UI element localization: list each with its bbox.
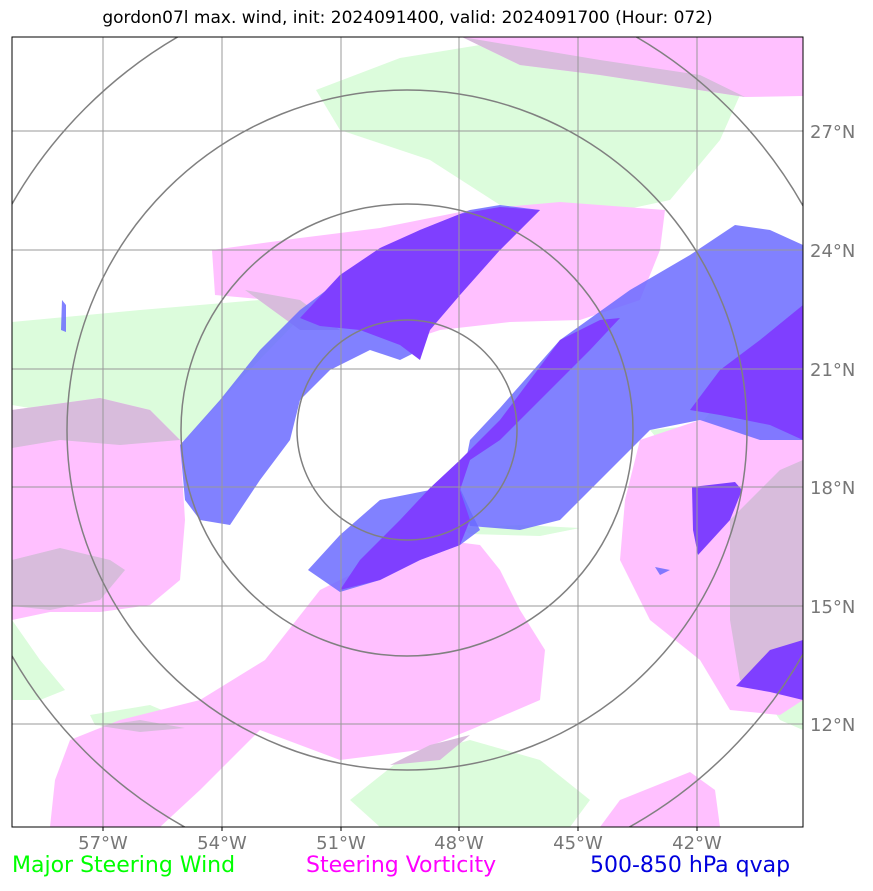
qvap-strong-layer [300,207,803,700]
qvap-patch-east-small [655,567,670,575]
map-layers [12,37,803,827]
lat-label-15n: 15°N [810,597,855,618]
qvap-strong-north [300,207,540,360]
lon-label-54w: 54°W [197,833,247,854]
lat-label-21n: 21°N [810,360,855,381]
vorticity-region-southeast [600,772,720,827]
qvap-strong-center [340,318,620,590]
lon-label-45w: 45°W [553,833,603,854]
lat-label-24n: 24°N [810,241,855,262]
lon-label-57w: 57°W [78,833,128,854]
qvap-patch-far-west [61,300,66,332]
wind-region-center [460,525,580,536]
qvap-strong-patch-east [692,482,742,555]
wind-region-southwest [12,620,65,700]
map-frame [11,36,804,828]
lat-label-18n: 18°N [810,478,855,499]
lat-axis-labels: 27°N 24°N 21°N 18°N 15°N 12°N [810,122,855,736]
wind-region-north [316,45,740,215]
legend-steering-wind: Major Steering Wind [12,853,236,878]
lon-label-42w: 42°W [672,833,722,854]
overlap-south [100,720,185,732]
map-title: gordon07l max. wind, init: 2024091400, v… [102,8,713,28]
lat-label-27n: 27°N [810,122,855,143]
lon-label-48w: 48°W [434,833,484,854]
vorticity-region-south [50,540,545,827]
distance-ring-3 [66,89,748,771]
distance-ring-1 [296,319,518,541]
lon-axis-labels: 57°W 54°W 51°W 48°W 45°W 42°W [78,833,722,854]
overlap-west [12,398,180,448]
tick-marks [102,827,698,831]
distance-ring-2 [180,203,634,657]
legend-steering-vorticity: Steering Vorticity [306,853,497,878]
qvap-strong-patch-southeast [736,640,803,700]
overlap-north [462,37,745,97]
gridlines [12,37,803,827]
lon-label-51w: 51°W [316,833,366,854]
overlap-southwest [12,548,125,610]
lat-label-12n: 12°N [810,715,855,736]
legend-qvap: 500-850 hPa qvap [590,853,791,878]
overlap-south-center [390,735,470,765]
qvap-band-northeast [460,225,803,530]
overlap-southeast [730,460,803,690]
qvap-strong-east [690,305,803,440]
